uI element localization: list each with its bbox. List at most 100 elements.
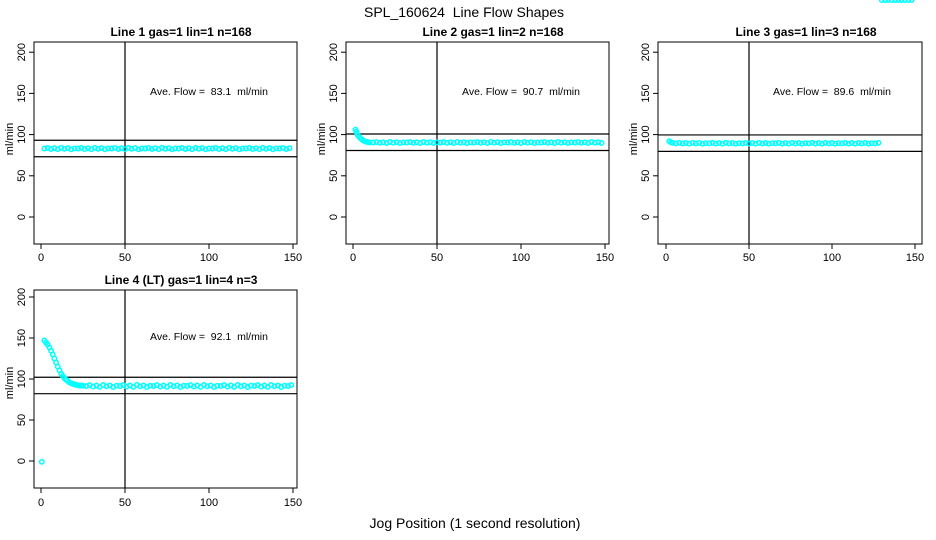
data-point bbox=[159, 144, 165, 151]
data-point bbox=[769, 140, 776, 147]
data-point bbox=[137, 383, 144, 390]
y-tick-label: 50 bbox=[16, 414, 28, 426]
panel-1: 0 50 100 150 0 50 100 150 200 bbox=[16, 41, 302, 264]
figure-title: SPL_160624 Line Flow Shapes bbox=[363, 4, 565, 20]
data-point bbox=[101, 146, 108, 153]
data-point bbox=[872, 140, 879, 147]
data-point bbox=[742, 139, 749, 146]
data-point bbox=[128, 145, 135, 152]
data-point bbox=[752, 140, 759, 147]
data-point bbox=[792, 140, 799, 147]
data-point bbox=[184, 383, 191, 389]
data-point bbox=[142, 145, 149, 152]
data-point bbox=[749, 140, 756, 146]
data-point bbox=[285, 383, 291, 389]
data-point bbox=[95, 145, 102, 152]
data-point bbox=[885, 0, 892, 3]
data-point bbox=[789, 139, 796, 146]
data-point bbox=[882, 0, 889, 3]
data-point bbox=[746, 140, 752, 147]
data-point bbox=[558, 139, 565, 146]
data-point bbox=[531, 140, 538, 146]
data-point bbox=[739, 140, 746, 147]
data-point bbox=[370, 139, 377, 146]
data-point bbox=[437, 139, 444, 146]
data-point bbox=[875, 139, 882, 146]
data-point bbox=[420, 139, 427, 145]
data-point bbox=[41, 145, 48, 152]
data-point bbox=[799, 140, 806, 147]
data-point bbox=[712, 140, 719, 147]
data-point bbox=[195, 145, 202, 152]
data-point bbox=[699, 140, 706, 147]
data-point bbox=[825, 140, 832, 147]
data-point bbox=[571, 139, 578, 146]
data-point bbox=[669, 139, 676, 146]
panel-2: 0 50 100 150 0 50 100 150 200 bbox=[328, 41, 614, 264]
data-point bbox=[467, 139, 474, 146]
y-tick-label: 150 bbox=[640, 84, 652, 102]
data-point bbox=[373, 139, 380, 146]
panel2-title: Line 2 gas=1 lin=2 n=168 bbox=[422, 25, 564, 39]
data-point bbox=[413, 139, 420, 146]
data-point bbox=[48, 146, 55, 152]
x-tick-label: 100 bbox=[823, 252, 841, 264]
panel1-title: Line 1 gas=1 lin=1 n=168 bbox=[110, 25, 252, 39]
data-point bbox=[427, 139, 434, 146]
data-point bbox=[815, 140, 822, 146]
data-point bbox=[206, 145, 212, 152]
data-point bbox=[454, 139, 461, 145]
y-tick-label: 0 bbox=[16, 214, 28, 220]
data-points bbox=[352, 126, 605, 146]
data-point bbox=[534, 139, 541, 146]
data-point bbox=[202, 146, 209, 153]
data-point bbox=[390, 139, 397, 146]
x-tick-label: 100 bbox=[200, 252, 218, 264]
data-point bbox=[276, 145, 283, 152]
data-point bbox=[578, 139, 585, 146]
data-point bbox=[795, 139, 802, 146]
data-point bbox=[892, 0, 899, 3]
data-point bbox=[908, 0, 915, 3]
data-point bbox=[148, 146, 155, 152]
x-tick-label: 50 bbox=[119, 252, 131, 264]
data-point bbox=[481, 139, 487, 146]
data-point bbox=[83, 383, 90, 389]
x-tick-label: 0 bbox=[663, 252, 669, 264]
data-point bbox=[457, 139, 464, 146]
data-point bbox=[286, 145, 293, 152]
data-point bbox=[898, 0, 905, 3]
data-point bbox=[283, 146, 290, 152]
data-point bbox=[852, 140, 859, 147]
data-point bbox=[822, 139, 829, 146]
data-point bbox=[471, 139, 477, 146]
data-point bbox=[772, 140, 779, 147]
plot-box bbox=[345, 41, 610, 245]
data-point bbox=[855, 139, 862, 146]
data-point bbox=[732, 140, 739, 147]
panel3-y-axis-label: ml/min bbox=[628, 122, 640, 156]
data-point bbox=[217, 383, 224, 389]
data-point bbox=[237, 383, 244, 390]
data-point bbox=[387, 139, 393, 145]
data-point bbox=[726, 140, 733, 147]
data-point bbox=[440, 139, 447, 146]
data-point bbox=[175, 145, 182, 152]
data-point bbox=[802, 140, 809, 147]
data-point bbox=[848, 140, 855, 146]
data-point bbox=[565, 140, 571, 146]
data-point bbox=[491, 139, 498, 146]
y-tick-label: 200 bbox=[640, 43, 652, 61]
data-point bbox=[581, 139, 588, 146]
data-point bbox=[80, 382, 86, 389]
data-point bbox=[251, 383, 258, 389]
data-point bbox=[775, 139, 782, 146]
data-point bbox=[38, 458, 45, 465]
data-point bbox=[682, 140, 689, 146]
panel4-ave-flow-annotation: Ave. Flow = 92.1 ml/min bbox=[150, 331, 268, 343]
y-tick-label: 200 bbox=[16, 288, 28, 306]
data-point bbox=[487, 139, 494, 145]
panel3-title: Line 3 gas=1 lin=3 n=168 bbox=[735, 25, 877, 39]
data-point bbox=[595, 139, 602, 146]
data-point bbox=[538, 139, 545, 146]
